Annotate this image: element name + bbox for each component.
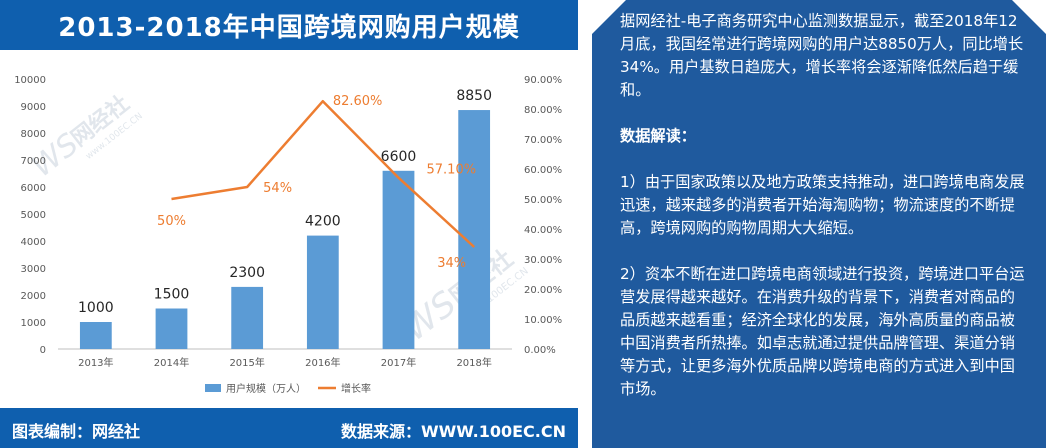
article-point-2: 2）资本不断在进口跨境电商领域进行投资，跨境进口平台运营发展得越来越好。在消费升… — [620, 265, 1025, 398]
bar — [155, 308, 188, 349]
chart-title: 2013-2018年中国跨境网购用户规模 — [0, 0, 578, 50]
footer-bar: 图表编制：网经社 数据来源：WWW.100EC.CN — [0, 408, 578, 448]
y-right-tick-label: 20.00% — [524, 285, 562, 296]
y-right-tick-label: 40.00% — [524, 225, 562, 236]
line-series: 50% 54% 82.60% 57.10% 34% — [157, 94, 476, 271]
y-left-tick-label: 6000 — [21, 183, 46, 194]
x-tick-label: 2013年 — [78, 356, 113, 369]
line-data-label: 34% — [437, 256, 466, 271]
x-tick-label: 2014年 — [154, 356, 189, 369]
article-heading: 数据解读： — [620, 127, 696, 145]
y-right-tick-label: 10.00% — [524, 315, 562, 326]
article-text: 据网经社-电子商务研究中心监测数据显示，截至2018年12月底，我国经常进行跨境… — [620, 10, 1028, 401]
x-tick-label: 2016年 — [305, 356, 340, 369]
y-left-tick-label: 7000 — [21, 156, 46, 167]
y-left-tick-label: 5000 — [21, 210, 46, 221]
y-left-tick-label: 3000 — [21, 264, 46, 275]
chart-panel: 2013-2018年中国跨境网购用户规模 WS 网经社 www.100EC.CN WS… — [0, 0, 578, 448]
chart-legend: 用户规模（万人） 增长率 — [205, 382, 371, 395]
bar — [79, 322, 112, 349]
x-tick-label: 2015年 — [229, 356, 264, 369]
y-right-tick-label: 30.00% — [524, 255, 562, 266]
bar-data-label: 1000 — [78, 300, 114, 316]
line-data-label: 82.60% — [333, 94, 383, 109]
y-left-tick-label: 10000 — [14, 75, 46, 86]
y-left-tick-label: 4000 — [21, 237, 46, 248]
y-right-tick-label: 0.00% — [524, 345, 556, 356]
bar — [231, 286, 264, 349]
x-tick-label: 2018年 — [456, 356, 491, 369]
bar-series: 1000 1500 2300 4200 6600 8850 — [78, 88, 492, 349]
y-left-tick-label: 2000 — [21, 291, 46, 302]
legend-bar-label: 用户规模（万人） — [226, 382, 306, 395]
article-intro: 据网经社-电子商务研究中心监测数据显示，截至2018年12月底，我国经常进行跨境… — [620, 12, 1024, 99]
chart-axes: 0 1000 2000 3000 4000 5000 6000 7000 8000 9000 100… — [14, 75, 562, 369]
y-left-tick-label: 1000 — [21, 318, 46, 329]
y-right-tick-label: 80.00% — [524, 105, 562, 116]
article-point-1: 1）由于国家政策以及地方政策支持推动，进口跨境电商发展迅速，越来越多的消费者开始… — [620, 173, 1025, 237]
y-left-tick-label: 0 — [40, 345, 46, 356]
legend-line-label: 增长率 — [341, 382, 371, 395]
footer-source: 数据来源：WWW.100EC.CN — [340, 422, 566, 441]
bar-data-label: 8850 — [456, 88, 492, 104]
y-left-tick-label: 8000 — [21, 129, 46, 140]
bar — [306, 235, 339, 349]
line-data-label: 54% — [263, 181, 292, 196]
bar-data-label: 6600 — [381, 149, 417, 165]
footer-credit: 图表编制：网经社 — [12, 422, 141, 441]
x-tick-label: 2017年 — [381, 356, 416, 369]
legend-bar-swatch — [205, 384, 221, 392]
y-right-tick-label: 60.00% — [524, 165, 562, 176]
bar — [458, 110, 491, 349]
y-right-tick-label: 90.00% — [524, 75, 562, 86]
line-data-label: 50% — [157, 214, 186, 229]
bar-data-label: 1500 — [154, 287, 190, 303]
y-left-tick-label: 9000 — [21, 102, 46, 113]
line-data-label: 57.10% — [427, 163, 477, 178]
bar — [382, 170, 415, 349]
y-right-tick-label: 70.00% — [524, 135, 562, 146]
bar-data-label: 4200 — [305, 214, 341, 230]
bar-data-label: 2300 — [229, 265, 265, 281]
y-right-tick-label: 50.00% — [524, 195, 562, 206]
article-panel: 据网经社-电子商务研究中心监测数据显示，截至2018年12月底，我国经常进行跨境… — [592, 0, 1046, 448]
